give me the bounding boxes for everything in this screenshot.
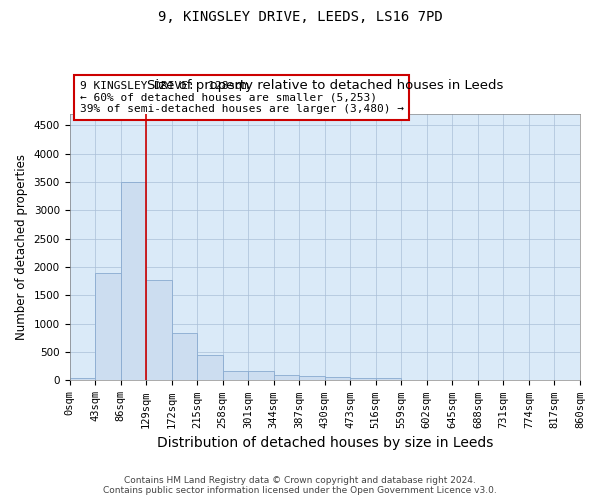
Text: Contains HM Land Registry data © Crown copyright and database right 2024.
Contai: Contains HM Land Registry data © Crown c…	[103, 476, 497, 495]
Title: Size of property relative to detached houses in Leeds: Size of property relative to detached ho…	[146, 79, 503, 92]
Text: 9, KINGSLEY DRIVE, LEEDS, LS16 7PD: 9, KINGSLEY DRIVE, LEEDS, LS16 7PD	[158, 10, 442, 24]
Text: 9 KINGSLEY DRIVE:  128sqm
← 60% of detached houses are smaller (5,253)
39% of se: 9 KINGSLEY DRIVE: 128sqm ← 60% of detach…	[80, 81, 404, 114]
Bar	[350, 378, 376, 380]
Bar	[95, 272, 121, 380]
Bar	[121, 182, 146, 380]
Y-axis label: Number of detached properties: Number of detached properties	[15, 154, 28, 340]
Bar	[376, 378, 401, 380]
Bar	[172, 333, 197, 380]
Bar	[197, 355, 223, 380]
Bar	[223, 370, 248, 380]
Bar	[325, 378, 350, 380]
Bar	[70, 378, 95, 380]
Bar	[274, 375, 299, 380]
Bar	[299, 376, 325, 380]
Bar	[248, 371, 274, 380]
X-axis label: Distribution of detached houses by size in Leeds: Distribution of detached houses by size …	[157, 436, 493, 450]
Bar	[146, 280, 172, 380]
